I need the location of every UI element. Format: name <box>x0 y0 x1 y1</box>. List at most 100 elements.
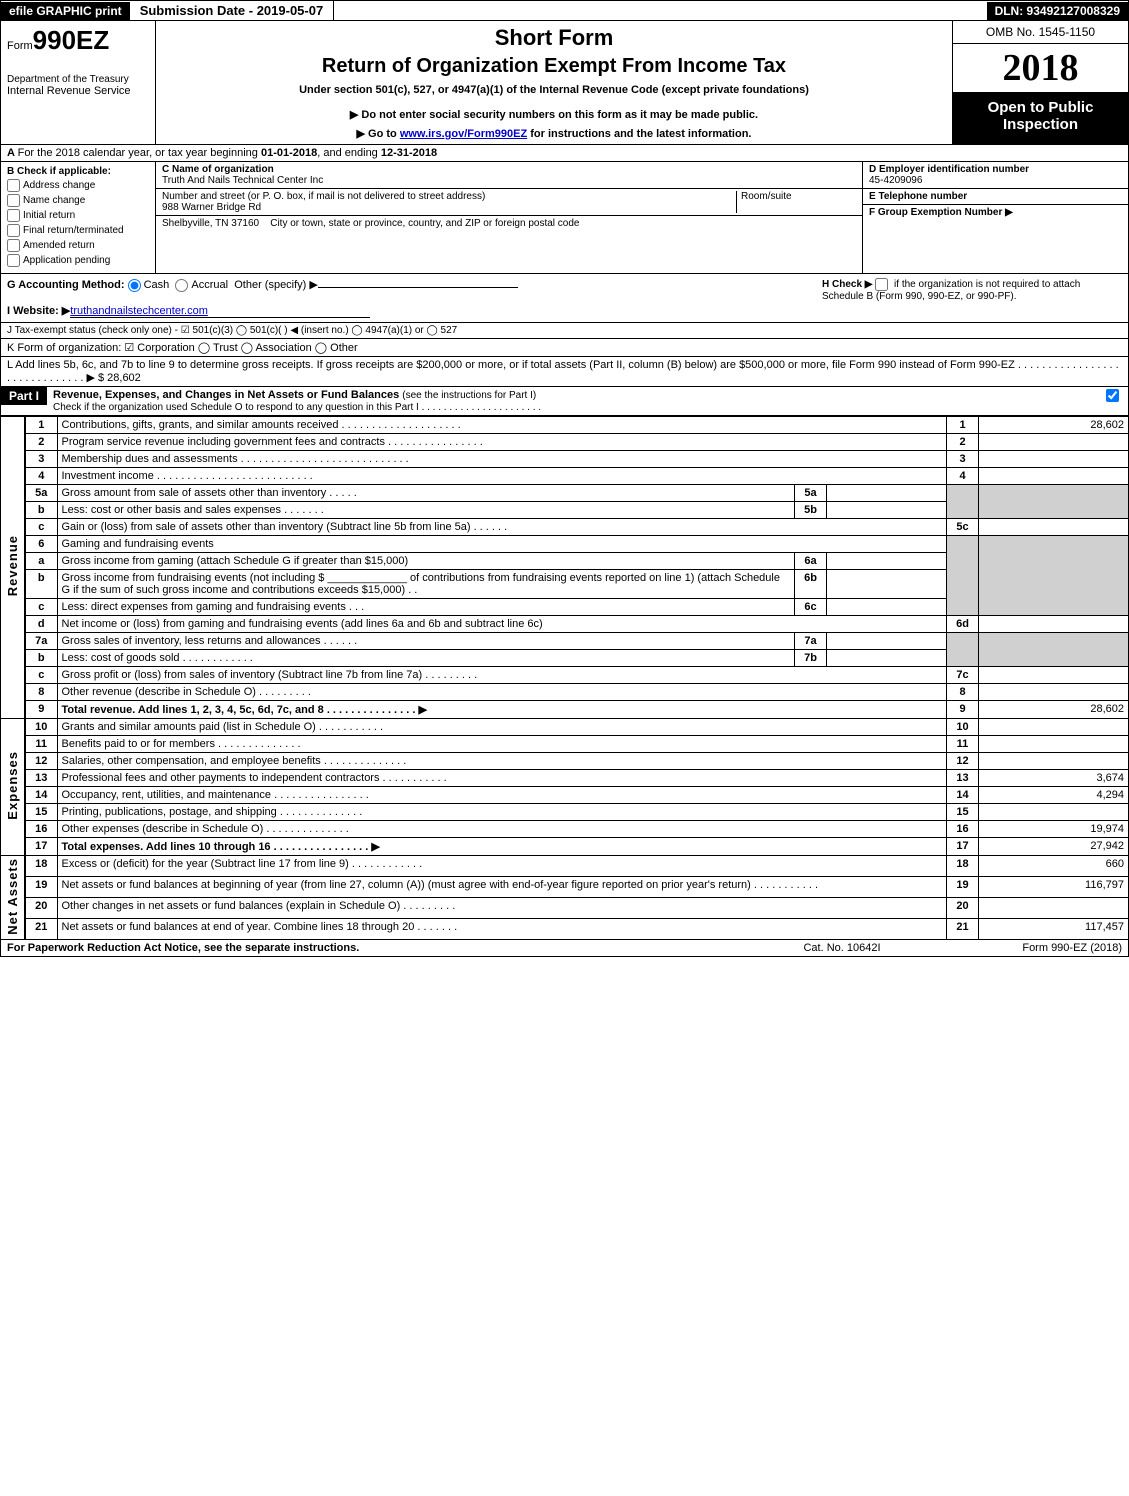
table-row: 5a Gross amount from sale of assets othe… <box>1 484 1129 501</box>
l7ab-rn-shade <box>947 632 979 666</box>
l1-rn: 1 <box>947 416 979 433</box>
row-a-begin: 01-01-2018 <box>261 147 317 159</box>
chk-initial-return[interactable]: Initial return <box>7 209 149 222</box>
c-city-val: Shelbyville, TN 37160 <box>162 218 259 229</box>
table-row: 8 Other revenue (describe in Schedule O)… <box>1 683 1129 700</box>
col-b-checkboxes: B Check if applicable: Address change Na… <box>1 162 156 273</box>
l6b-mv <box>827 569 947 598</box>
table-row: 13 Professional fees and other payments … <box>1 769 1129 786</box>
l6b-desc: Gross income from fundraising events (no… <box>57 569 795 598</box>
l6-rv-shade <box>979 535 1129 615</box>
g-other-lbl: Other (specify) ▶ <box>234 279 318 291</box>
chk-amended-return[interactable]: Amended return <box>7 239 149 252</box>
chk-application-pending-box[interactable] <box>7 254 20 267</box>
l7b-desc: Less: cost of goods sold . . . . . . . .… <box>57 649 795 666</box>
l7c-rv <box>979 666 1129 683</box>
l6c-mv <box>827 598 947 615</box>
table-row: 15 Printing, publications, postage, and … <box>1 803 1129 820</box>
l6a-desc: Gross income from gaming (attach Schedul… <box>57 552 795 569</box>
part1-checkbox[interactable] <box>1106 389 1119 402</box>
netassets-side-text: Net Assets <box>5 858 20 935</box>
l7a-mn: 7a <box>795 632 827 649</box>
l6d-desc: Net income or (loss) from gaming and fun… <box>57 615 947 632</box>
l20-rv <box>979 897 1129 918</box>
top-bar: efile GRAPHIC print Submission Date - 20… <box>0 0 1129 21</box>
d-ein-row: D Employer identification number 45-4209… <box>863 162 1128 189</box>
g-cash-radio[interactable] <box>128 279 141 292</box>
c-city-row: Shelbyville, TN 37160 City or town, stat… <box>156 216 862 231</box>
chk-address-change-box[interactable] <box>7 179 20 192</box>
table-row: Expenses 10 Grants and similar amounts p… <box>1 718 1129 735</box>
l7b-mn: 7b <box>795 649 827 666</box>
c-addr-row: Number and street (or P. O. box, if mail… <box>156 189 862 216</box>
chk-final-return-box[interactable] <box>7 224 20 237</box>
i-website-val[interactable]: truthandnailstechcenter.com <box>70 305 370 318</box>
l5c-rv <box>979 518 1129 535</box>
l13-num: 13 <box>25 769 57 786</box>
l7b-mv <box>827 649 947 666</box>
part1-title-sub: (see the instructions for Part I) <box>402 390 536 401</box>
efile-print-button[interactable]: efile GRAPHIC print <box>1 2 130 20</box>
goto-link[interactable]: www.irs.gov/Form990EZ <box>400 128 527 140</box>
chk-address-change[interactable]: Address change <box>7 179 149 192</box>
l6d-rn: 6d <box>947 615 979 632</box>
h-checkbox[interactable] <box>875 278 888 291</box>
form-prefix: Form <box>7 40 33 52</box>
footer-left: For Paperwork Reduction Act Notice, see … <box>7 942 742 954</box>
part1-check[interactable] <box>1100 387 1128 404</box>
chk-application-pending[interactable]: Application pending <box>7 254 149 267</box>
row-j: J Tax-exempt status (check only one) - ☑… <box>0 323 1129 339</box>
l7c-num: c <box>25 666 57 683</box>
goto-text: ▶ Go to www.irs.gov/Form990EZ for instru… <box>164 127 944 140</box>
short-form-title: Short Form <box>164 25 944 51</box>
revenue-side-text: Revenue <box>5 535 20 596</box>
part1-title-main: Revenue, Expenses, and Changes in Net As… <box>53 389 402 401</box>
c-name-val: Truth And Nails Technical Center Inc <box>162 175 856 186</box>
lines-table: Revenue 1 Contributions, gifts, grants, … <box>0 416 1129 941</box>
table-row: c Gross profit or (loss) from sales of i… <box>1 666 1129 683</box>
l17-rv: 27,942 <box>979 837 1129 855</box>
part1-check-line: Check if the organization used Schedule … <box>53 402 541 413</box>
l9-rv: 28,602 <box>979 700 1129 718</box>
l13-rv: 3,674 <box>979 769 1129 786</box>
l1-num: 1 <box>25 416 57 433</box>
l2-desc: Program service revenue including govern… <box>57 433 947 450</box>
goto-post: for instructions and the latest informat… <box>527 128 751 140</box>
l6-desc: Gaming and fundraising events <box>57 535 947 552</box>
form-header: Form990EZ Department of the Treasury Int… <box>0 21 1129 145</box>
g-other-fill[interactable] <box>318 287 518 288</box>
table-row: 16 Other expenses (describe in Schedule … <box>1 820 1129 837</box>
chk-name-change-box[interactable] <box>7 194 20 207</box>
table-row: d Net income or (loss) from gaming and f… <box>1 615 1129 632</box>
chk-name-change[interactable]: Name change <box>7 194 149 207</box>
l5a-mv <box>827 484 947 501</box>
l6a-mn: 6a <box>795 552 827 569</box>
l20-desc: Other changes in net assets or fund bala… <box>57 897 947 918</box>
part1-title: Revenue, Expenses, and Changes in Net As… <box>47 387 1100 415</box>
l12-rv <box>979 752 1129 769</box>
l5ab-rn-shade <box>947 484 979 518</box>
return-title: Return of Organization Exempt From Incom… <box>164 55 944 78</box>
chk-final-return[interactable]: Final return/terminated <box>7 224 149 237</box>
g-cash-lbl: Cash <box>144 279 170 291</box>
g-accrual-lbl: Accrual <box>191 279 228 291</box>
table-row: 20 Other changes in net assets or fund b… <box>1 897 1129 918</box>
l5a-mn: 5a <box>795 484 827 501</box>
l5b-mv <box>827 501 947 518</box>
omb-number: OMB No. 1545-1150 <box>953 21 1128 44</box>
l14-desc: Occupancy, rent, utilities, and maintena… <box>57 786 947 803</box>
l18-rv: 660 <box>979 855 1129 876</box>
g-accrual-radio[interactable] <box>175 279 188 292</box>
chk-amended-return-box[interactable] <box>7 239 20 252</box>
l20-rn: 20 <box>947 897 979 918</box>
c-addr-lbl: Number and street (or P. O. box, if mail… <box>162 191 736 202</box>
l2-rv <box>979 433 1129 450</box>
l1-rv: 28,602 <box>979 416 1129 433</box>
l14-rn: 14 <box>947 786 979 803</box>
l5ab-rv-shade <box>979 484 1129 518</box>
chk-initial-return-box[interactable] <box>7 209 20 222</box>
table-row: 9 Total revenue. Add lines 1, 2, 3, 4, 5… <box>1 700 1129 718</box>
table-row: 19 Net assets or fund balances at beginn… <box>1 876 1129 897</box>
l3-rv <box>979 450 1129 467</box>
table-row: 21 Net assets or fund balances at end of… <box>1 919 1129 940</box>
